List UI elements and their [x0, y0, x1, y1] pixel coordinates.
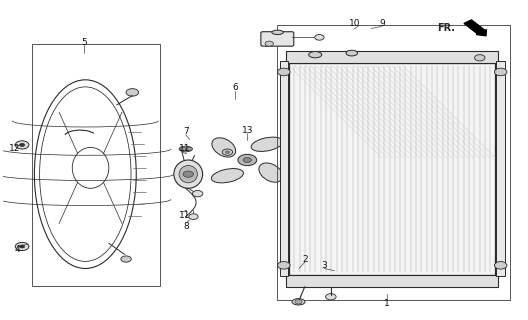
- Circle shape: [225, 151, 230, 153]
- Circle shape: [180, 147, 186, 151]
- Text: 5: 5: [81, 37, 87, 47]
- Bar: [287, 275, 498, 287]
- Ellipse shape: [292, 299, 305, 305]
- Circle shape: [126, 89, 139, 96]
- Text: 2: 2: [302, 254, 308, 264]
- FancyBboxPatch shape: [261, 32, 294, 46]
- Ellipse shape: [179, 165, 197, 183]
- Circle shape: [265, 41, 274, 46]
- Text: 6: 6: [232, 83, 238, 92]
- Circle shape: [326, 294, 336, 300]
- Text: 1: 1: [384, 299, 390, 308]
- Ellipse shape: [211, 169, 243, 183]
- Circle shape: [243, 157, 251, 163]
- Ellipse shape: [346, 50, 357, 56]
- Text: 7: 7: [183, 127, 189, 136]
- Ellipse shape: [272, 30, 284, 35]
- Circle shape: [15, 141, 29, 149]
- Circle shape: [238, 154, 257, 166]
- Circle shape: [192, 190, 203, 197]
- Bar: [287, 51, 498, 62]
- Circle shape: [315, 35, 324, 40]
- Circle shape: [278, 68, 290, 76]
- Text: 10: 10: [349, 19, 361, 28]
- Bar: [280, 61, 288, 276]
- Circle shape: [278, 261, 290, 269]
- Text: 11: 11: [180, 145, 191, 154]
- Circle shape: [295, 300, 302, 304]
- Text: 3: 3: [321, 261, 327, 270]
- Ellipse shape: [251, 137, 283, 151]
- Circle shape: [20, 245, 25, 248]
- Circle shape: [475, 55, 485, 61]
- Circle shape: [121, 256, 131, 262]
- Ellipse shape: [179, 146, 192, 152]
- Circle shape: [20, 143, 25, 147]
- Ellipse shape: [259, 163, 282, 182]
- Circle shape: [494, 68, 507, 76]
- Circle shape: [15, 242, 29, 251]
- Bar: [277, 25, 510, 300]
- Text: 8: 8: [184, 221, 190, 230]
- Text: 4: 4: [15, 245, 20, 254]
- Text: FR.: FR.: [437, 23, 455, 33]
- Circle shape: [222, 149, 233, 155]
- FancyArrow shape: [464, 20, 486, 36]
- Ellipse shape: [212, 138, 235, 157]
- Bar: [289, 62, 495, 275]
- Bar: [32, 44, 159, 286]
- Text: 11: 11: [180, 211, 191, 220]
- Circle shape: [494, 261, 507, 269]
- Bar: [496, 61, 505, 276]
- Ellipse shape: [174, 160, 203, 188]
- Text: 12: 12: [8, 145, 20, 154]
- Circle shape: [189, 214, 198, 220]
- Ellipse shape: [309, 52, 322, 58]
- Circle shape: [186, 147, 192, 151]
- Text: 13: 13: [241, 126, 253, 135]
- Circle shape: [183, 171, 193, 177]
- Text: 9: 9: [379, 19, 385, 28]
